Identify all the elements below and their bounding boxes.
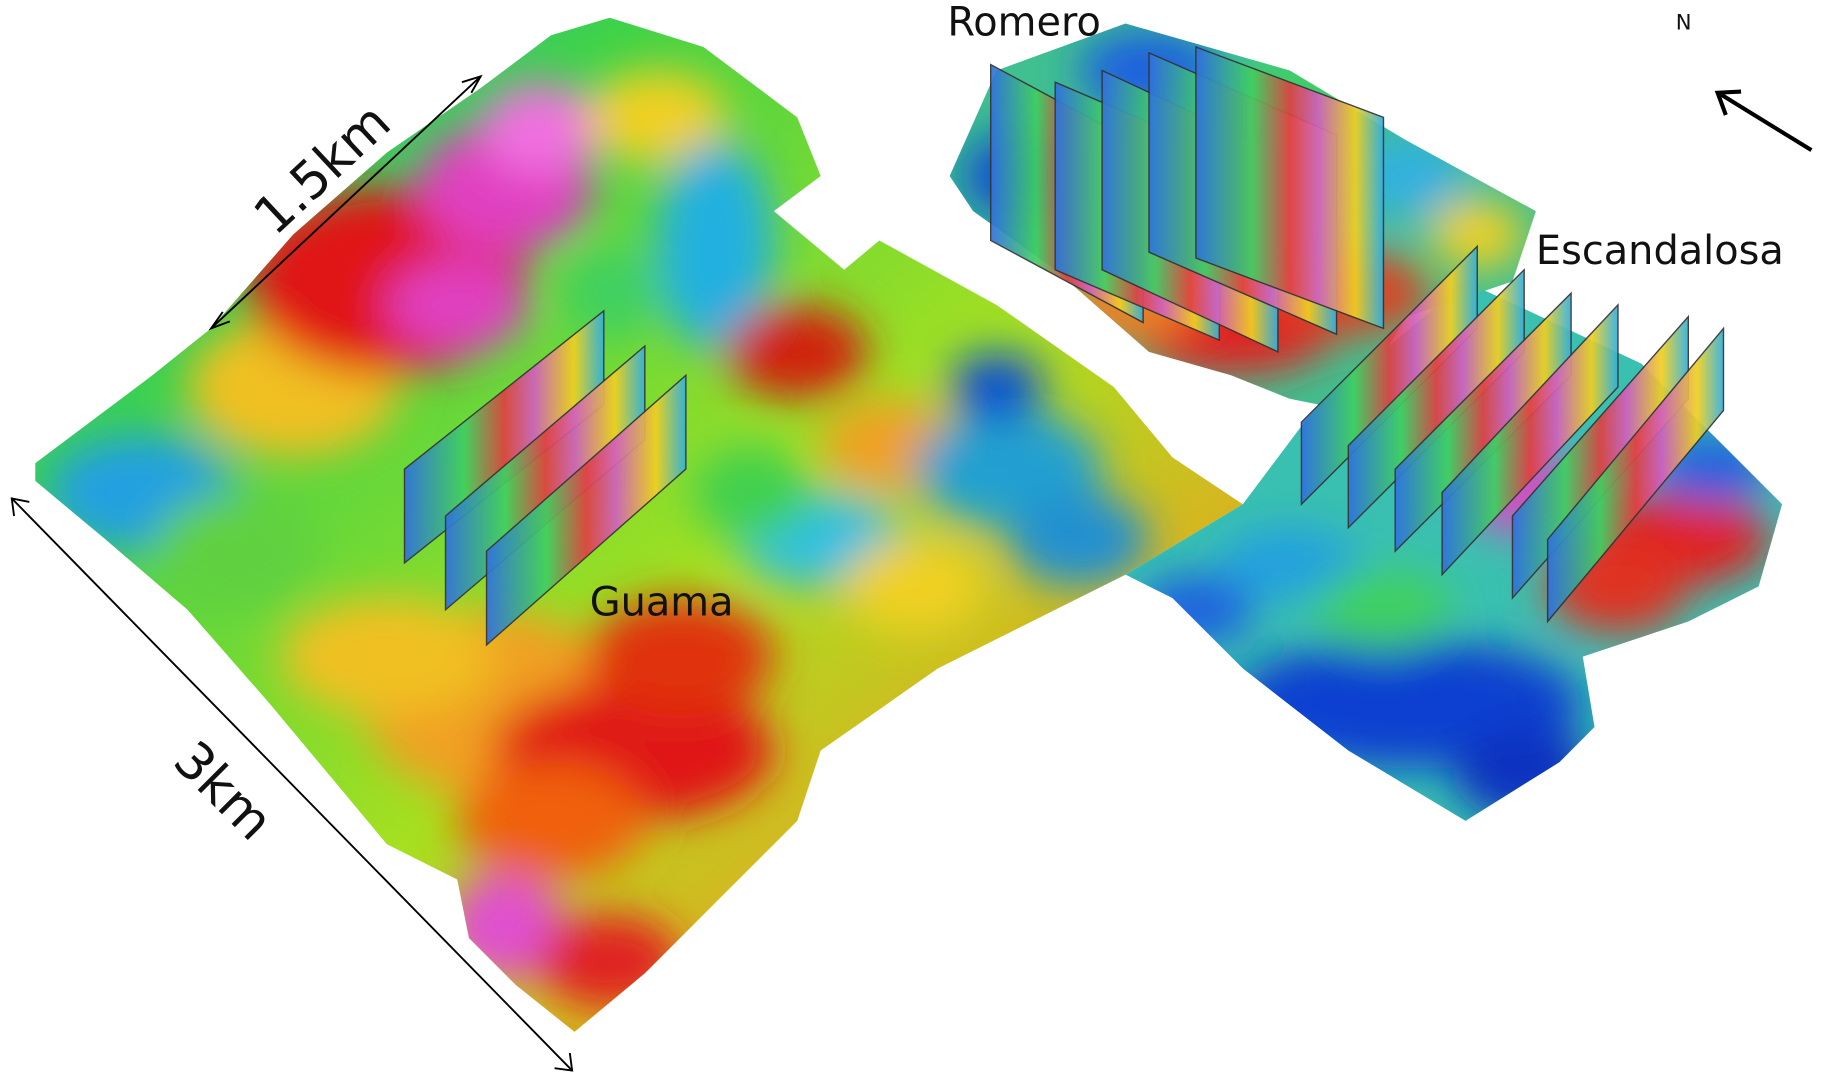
arrow-head: [461, 74, 483, 94]
anomaly: [1219, 527, 1361, 599]
anomaly: [586, 70, 727, 165]
anomaly-blobs: [46, 70, 1149, 1009]
scale-arrows: [10, 74, 1813, 1072]
arrow-head: [1714, 89, 1742, 116]
anomaly: [1137, 574, 1255, 645]
anomaly: [457, 762, 645, 880]
arrow-length: [11, 497, 573, 1072]
profile-section: [1546, 326, 1725, 624]
anomaly: [152, 492, 317, 610]
arrow-head: [554, 1052, 574, 1072]
profile-sections: [403, 45, 1725, 647]
north-label: N: [1676, 9, 1692, 34]
profile-section: [1441, 303, 1619, 577]
anomaly: [1313, 568, 1454, 651]
site-label: Guama: [590, 580, 734, 626]
profile-section: [485, 373, 687, 647]
site-label: Romero: [947, 0, 1101, 45]
scale-label: 3km: [162, 730, 284, 852]
anomaly: [656, 140, 774, 352]
anomaly: [844, 539, 985, 634]
north-arrow: [1718, 92, 1813, 152]
arrow-head: [208, 311, 231, 331]
anomaly: [691, 445, 809, 540]
anomaly: [562, 246, 657, 341]
anomaly: [480, 82, 598, 176]
arrow-width: [210, 75, 482, 330]
site-label: Escandalosa: [1536, 228, 1784, 274]
anomaly: [1453, 727, 1595, 821]
anomaly: [281, 598, 493, 716]
anomaly: [386, 258, 528, 352]
anomaly: [1008, 492, 1149, 587]
anomaly: [726, 304, 868, 399]
anomaly: [949, 351, 1044, 423]
anomaly: [539, 914, 681, 1009]
anomaly-blobs: [1137, 433, 1771, 821]
anomaly: [1430, 199, 1525, 270]
profile-section: [1195, 45, 1385, 330]
arrow-head: [10, 497, 30, 517]
anomaly: [586, 598, 774, 716]
